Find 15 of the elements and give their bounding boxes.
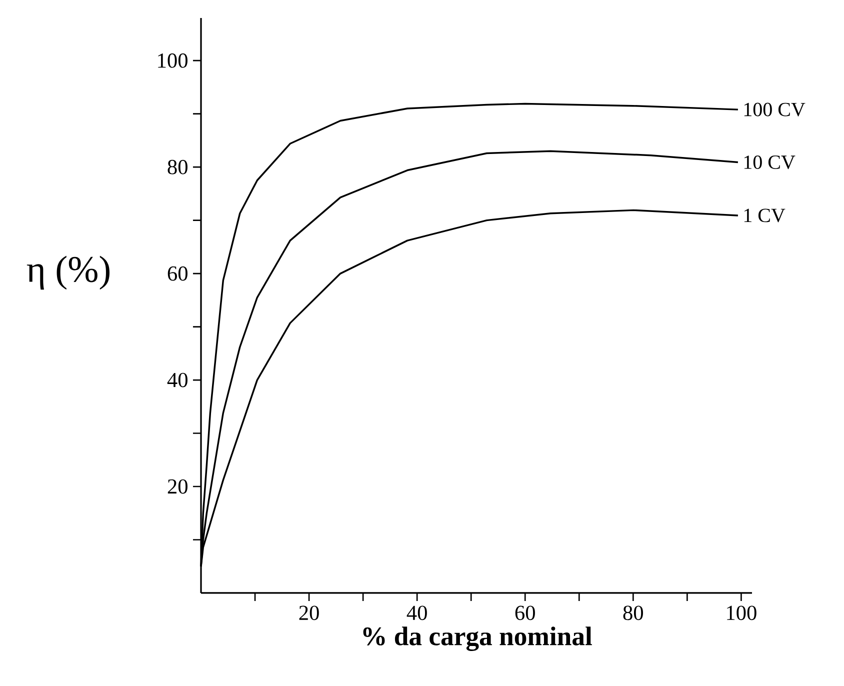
series-label: 10 CV [744,155,796,170]
series-label: 1 CV [744,208,786,222]
y-tick-label: 100 [158,53,188,68]
x-tick-label: 60 [515,606,535,620]
x-axis-title: % da carga nominal [363,626,592,651]
series-label: 100 CV [744,102,806,116]
x-tick-label: 40 [406,606,427,620]
y-tick-label: 60 [168,266,188,281]
y-tick-label: 20 [168,479,188,494]
y-axis-title: η (%) [26,256,110,290]
x-tick-label: 20 [299,606,319,620]
y-tick-label: 40 [167,372,188,388]
x-tick-label: 100 [727,606,756,620]
y-tick-label: 80 [168,160,188,174]
x-tick-label: 80 [623,606,643,620]
